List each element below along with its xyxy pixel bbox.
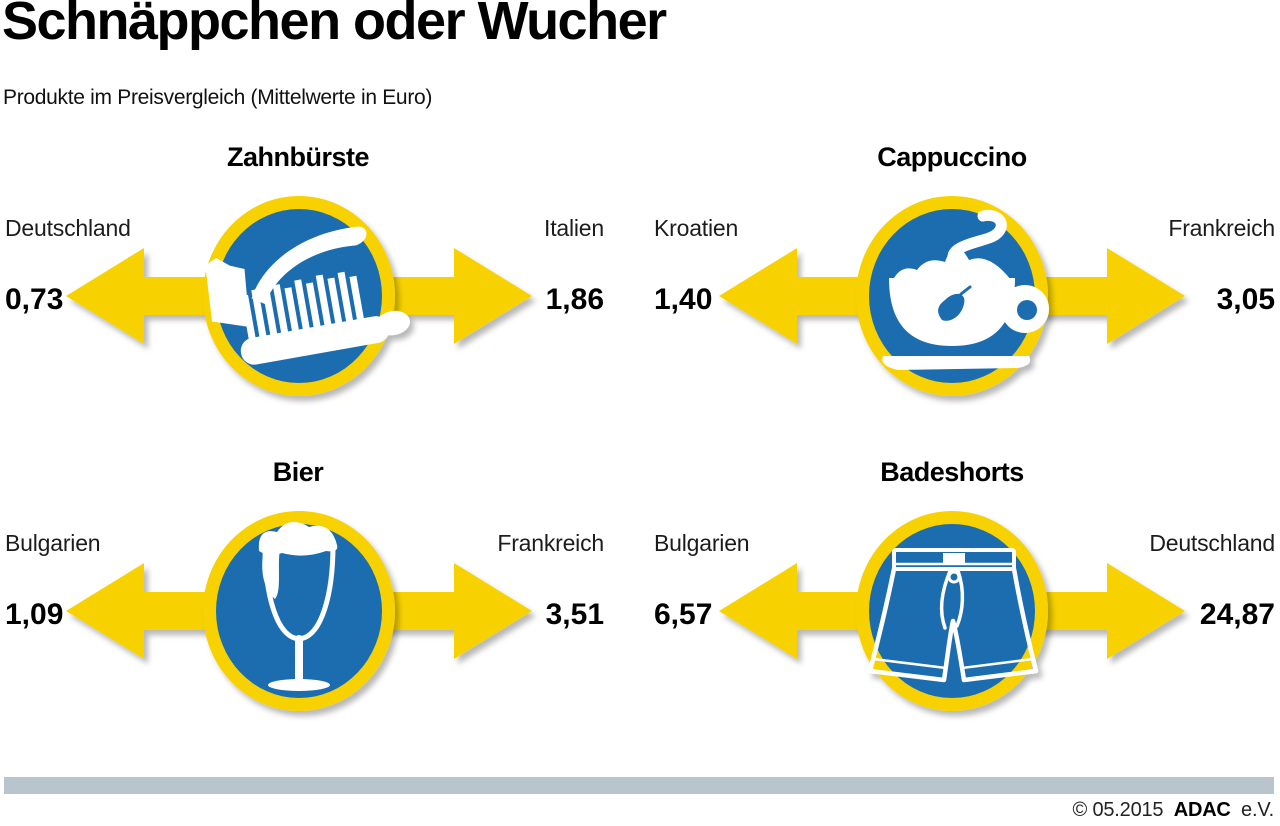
copyright-suffix: e.V. [1241, 799, 1274, 821]
country-label: Frankreich [497, 530, 604, 556]
right-arrow-icon [454, 248, 532, 344]
product-title: Badeshorts [880, 457, 1024, 487]
badge-circle [216, 524, 382, 698]
country-label: Deutschland [5, 215, 131, 241]
page-title: Schnäppchen oder Wucher [2, 0, 667, 51]
hem-cuffs [871, 657, 1035, 670]
toothbrush-icon [205, 226, 411, 365]
panel-cappuccino: Cappuccino Kroatien 1,40 Frankreich 3,05 [640, 140, 1280, 455]
glass-foot [268, 679, 330, 691]
cheapest-block: Kroatien 1,40 [654, 215, 739, 317]
swim-shorts-icon [867, 548, 1039, 683]
right-arrow-icon [1107, 248, 1185, 344]
adac-logo-text: ADAC [1173, 799, 1231, 821]
country-label: Frankreich [1168, 215, 1275, 241]
footer-divider-bar [4, 777, 1274, 794]
price-value: 1,86 [545, 283, 604, 317]
country-label: Bulgarien [5, 530, 101, 556]
copyright-text: © 05.2015 ADAC e.V. [1072, 799, 1275, 822]
foam [893, 247, 1011, 280]
right-arrow-icon [1107, 563, 1185, 659]
cheapest-block: Bulgarien 6,57 [654, 530, 750, 632]
price-value: 1,40 [654, 283, 713, 317]
saucer [882, 356, 1031, 370]
price-value: 3,51 [545, 598, 604, 632]
country-label: Deutschland [1149, 530, 1275, 556]
most-expensive-block: Frankreich 3,05 [1168, 215, 1275, 317]
price-value: 1,09 [5, 598, 64, 632]
panel-badeshorts: Badeshorts Bulgarien 6,57 Deutschland 24… [640, 455, 1280, 770]
beer-glass-icon [258, 522, 338, 691]
right-arrow-icon [454, 563, 532, 659]
cappuccino-cup-icon [882, 210, 1049, 370]
price-range-graphic [719, 511, 1185, 711]
country-label: Bulgarien [654, 530, 750, 556]
most-expensive-block: Frankreich 3,51 [497, 530, 604, 632]
price-value: 6,57 [654, 598, 713, 632]
most-expensive-block: Italien 1,86 [544, 215, 604, 317]
product-title: Zahnbürste [226, 142, 370, 172]
left-arrow-icon [66, 248, 144, 344]
left-arrow-icon [719, 248, 797, 344]
country-label: Kroatien [654, 215, 739, 241]
cheapest-block: Deutschland 0,73 [5, 215, 131, 317]
product-title: Cappuccino [877, 142, 1027, 172]
price-range-graphic [66, 511, 532, 711]
waistband [892, 548, 1016, 571]
product-badge [856, 511, 1048, 711]
product-badge [203, 196, 411, 396]
beer-foam [258, 522, 338, 556]
most-expensive-block: Deutschland 24,87 [1149, 530, 1275, 632]
shorts-body [867, 566, 1039, 683]
copyright-date: © 05.2015 [1072, 799, 1164, 821]
panel-bier: Bier Bulgarien 1,09 Frankreich 3,51 [0, 455, 640, 770]
belt-buckle [943, 553, 965, 564]
panel-zahnbuerste: Zahnbürste Deutschland 0,73 Italien 1,86 [0, 140, 640, 455]
page-subtitle: Produkte im Preisvergleich (Mittelwerte … [3, 86, 433, 109]
product-title: Bier [272, 457, 324, 487]
price-value: 24,87 [1199, 598, 1275, 632]
left-arrow-icon [719, 563, 797, 659]
country-label: Italien [544, 215, 604, 241]
product-badge [203, 511, 395, 711]
left-arrow-icon [66, 563, 144, 659]
price-range-graphic [66, 196, 532, 396]
cheapest-block: Bulgarien 1,09 [5, 530, 101, 632]
coffee-bean-logo [938, 293, 965, 321]
price-range-graphic [719, 196, 1185, 396]
product-badge [856, 196, 1049, 396]
price-value: 3,05 [1216, 283, 1275, 317]
price-value: 0,73 [5, 283, 64, 317]
comparison-grid: Zahnbürste Deutschland 0,73 Italien 1,86 [0, 140, 1280, 770]
